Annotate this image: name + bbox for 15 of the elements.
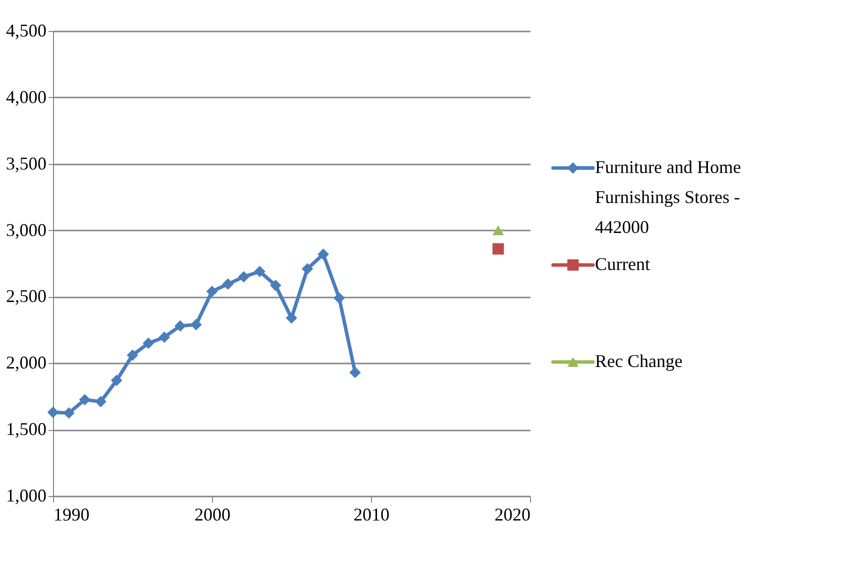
x-tick-label: 2020 [494, 504, 530, 524]
y-tick-label: 3,500 [6, 153, 46, 174]
x-tick-label: 1990 [54, 504, 90, 524]
legend-label: Current [595, 254, 650, 274]
y-tick-label: 1,500 [6, 419, 46, 440]
x-tick-label: 2000 [194, 504, 230, 524]
y-tick-label: 3,000 [6, 220, 46, 240]
y-tick-label: 4,000 [6, 86, 46, 107]
y-tick-label: 1,000 [6, 486, 46, 506]
y-tick-label: 4,500 [6, 20, 46, 40]
legend-label: Furniture and Home Furnishings Stores - 442000 [595, 157, 741, 237]
y-tick-label: 2,500 [6, 286, 46, 306]
x-tick-label: 2010 [354, 504, 390, 524]
y-tick-label: 2,000 [6, 352, 46, 373]
legend-label: Rec Change [595, 351, 682, 371]
